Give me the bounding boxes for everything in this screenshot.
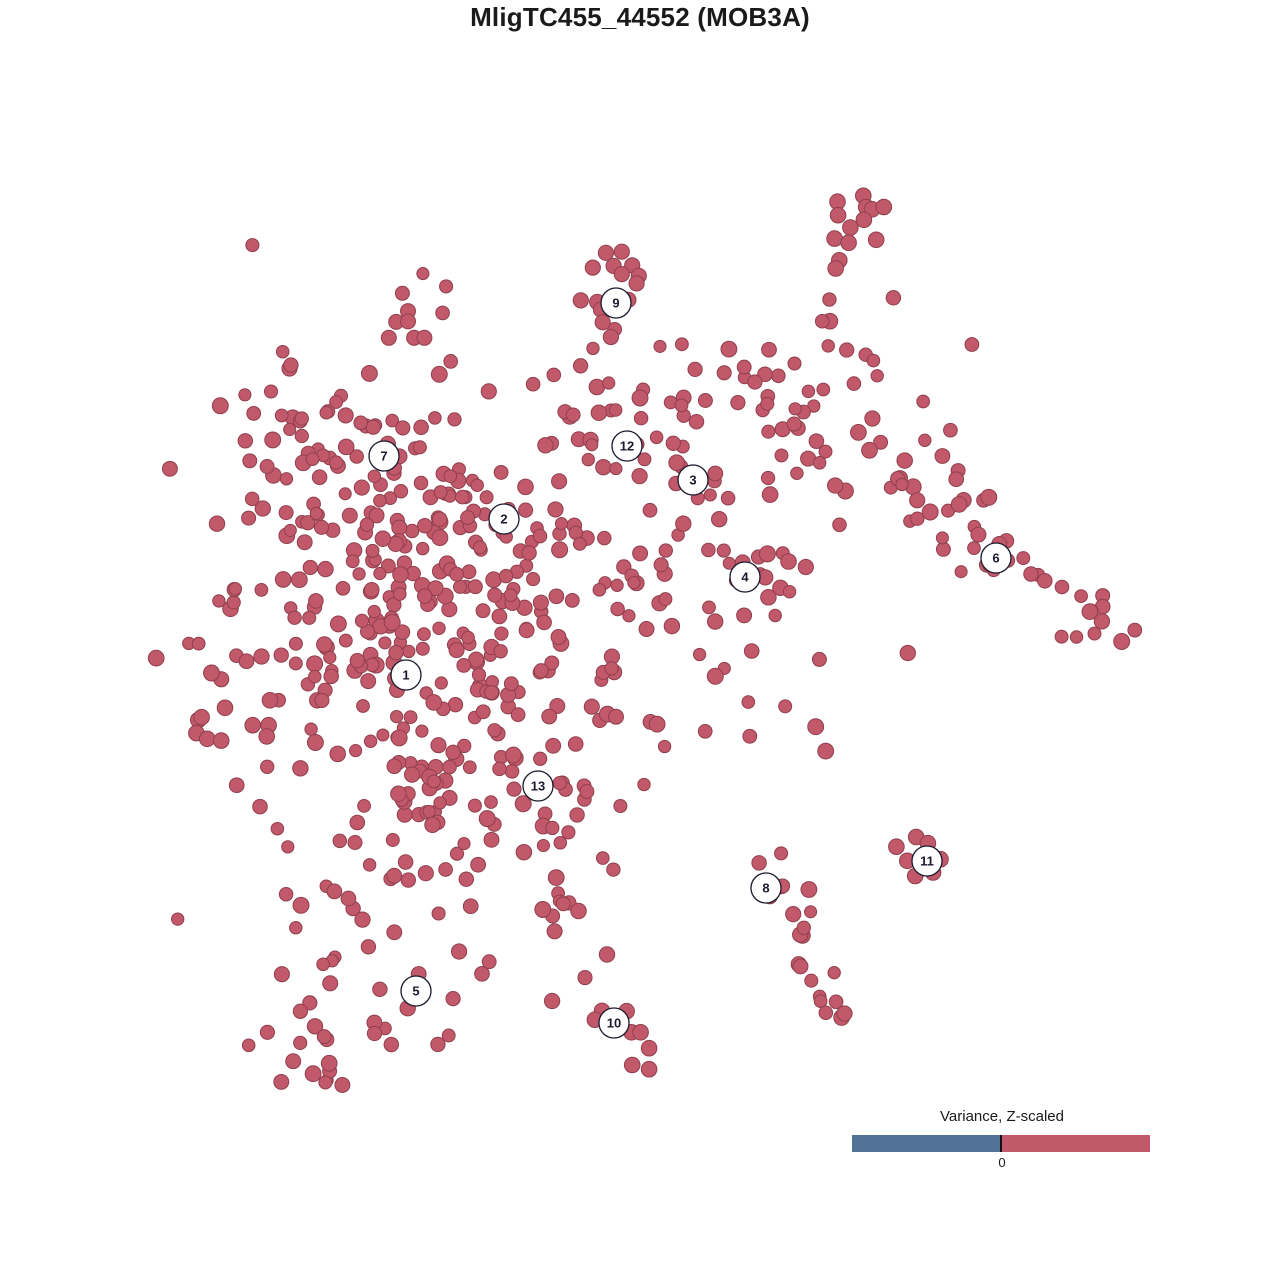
svg-text:10: 10 — [607, 1016, 621, 1031]
svg-text:1: 1 — [402, 668, 409, 683]
svg-text:2: 2 — [500, 512, 507, 527]
svg-text:11: 11 — [920, 854, 934, 869]
svg-text:8: 8 — [762, 881, 769, 896]
svg-text:13: 13 — [531, 779, 545, 794]
svg-text:5: 5 — [412, 984, 419, 999]
svg-text:3: 3 — [689, 473, 696, 488]
svg-text:12: 12 — [620, 439, 634, 454]
svg-text:9: 9 — [612, 296, 619, 311]
svg-text:4: 4 — [741, 570, 749, 585]
svg-text:7: 7 — [380, 449, 387, 464]
svg-text:6: 6 — [992, 551, 999, 566]
